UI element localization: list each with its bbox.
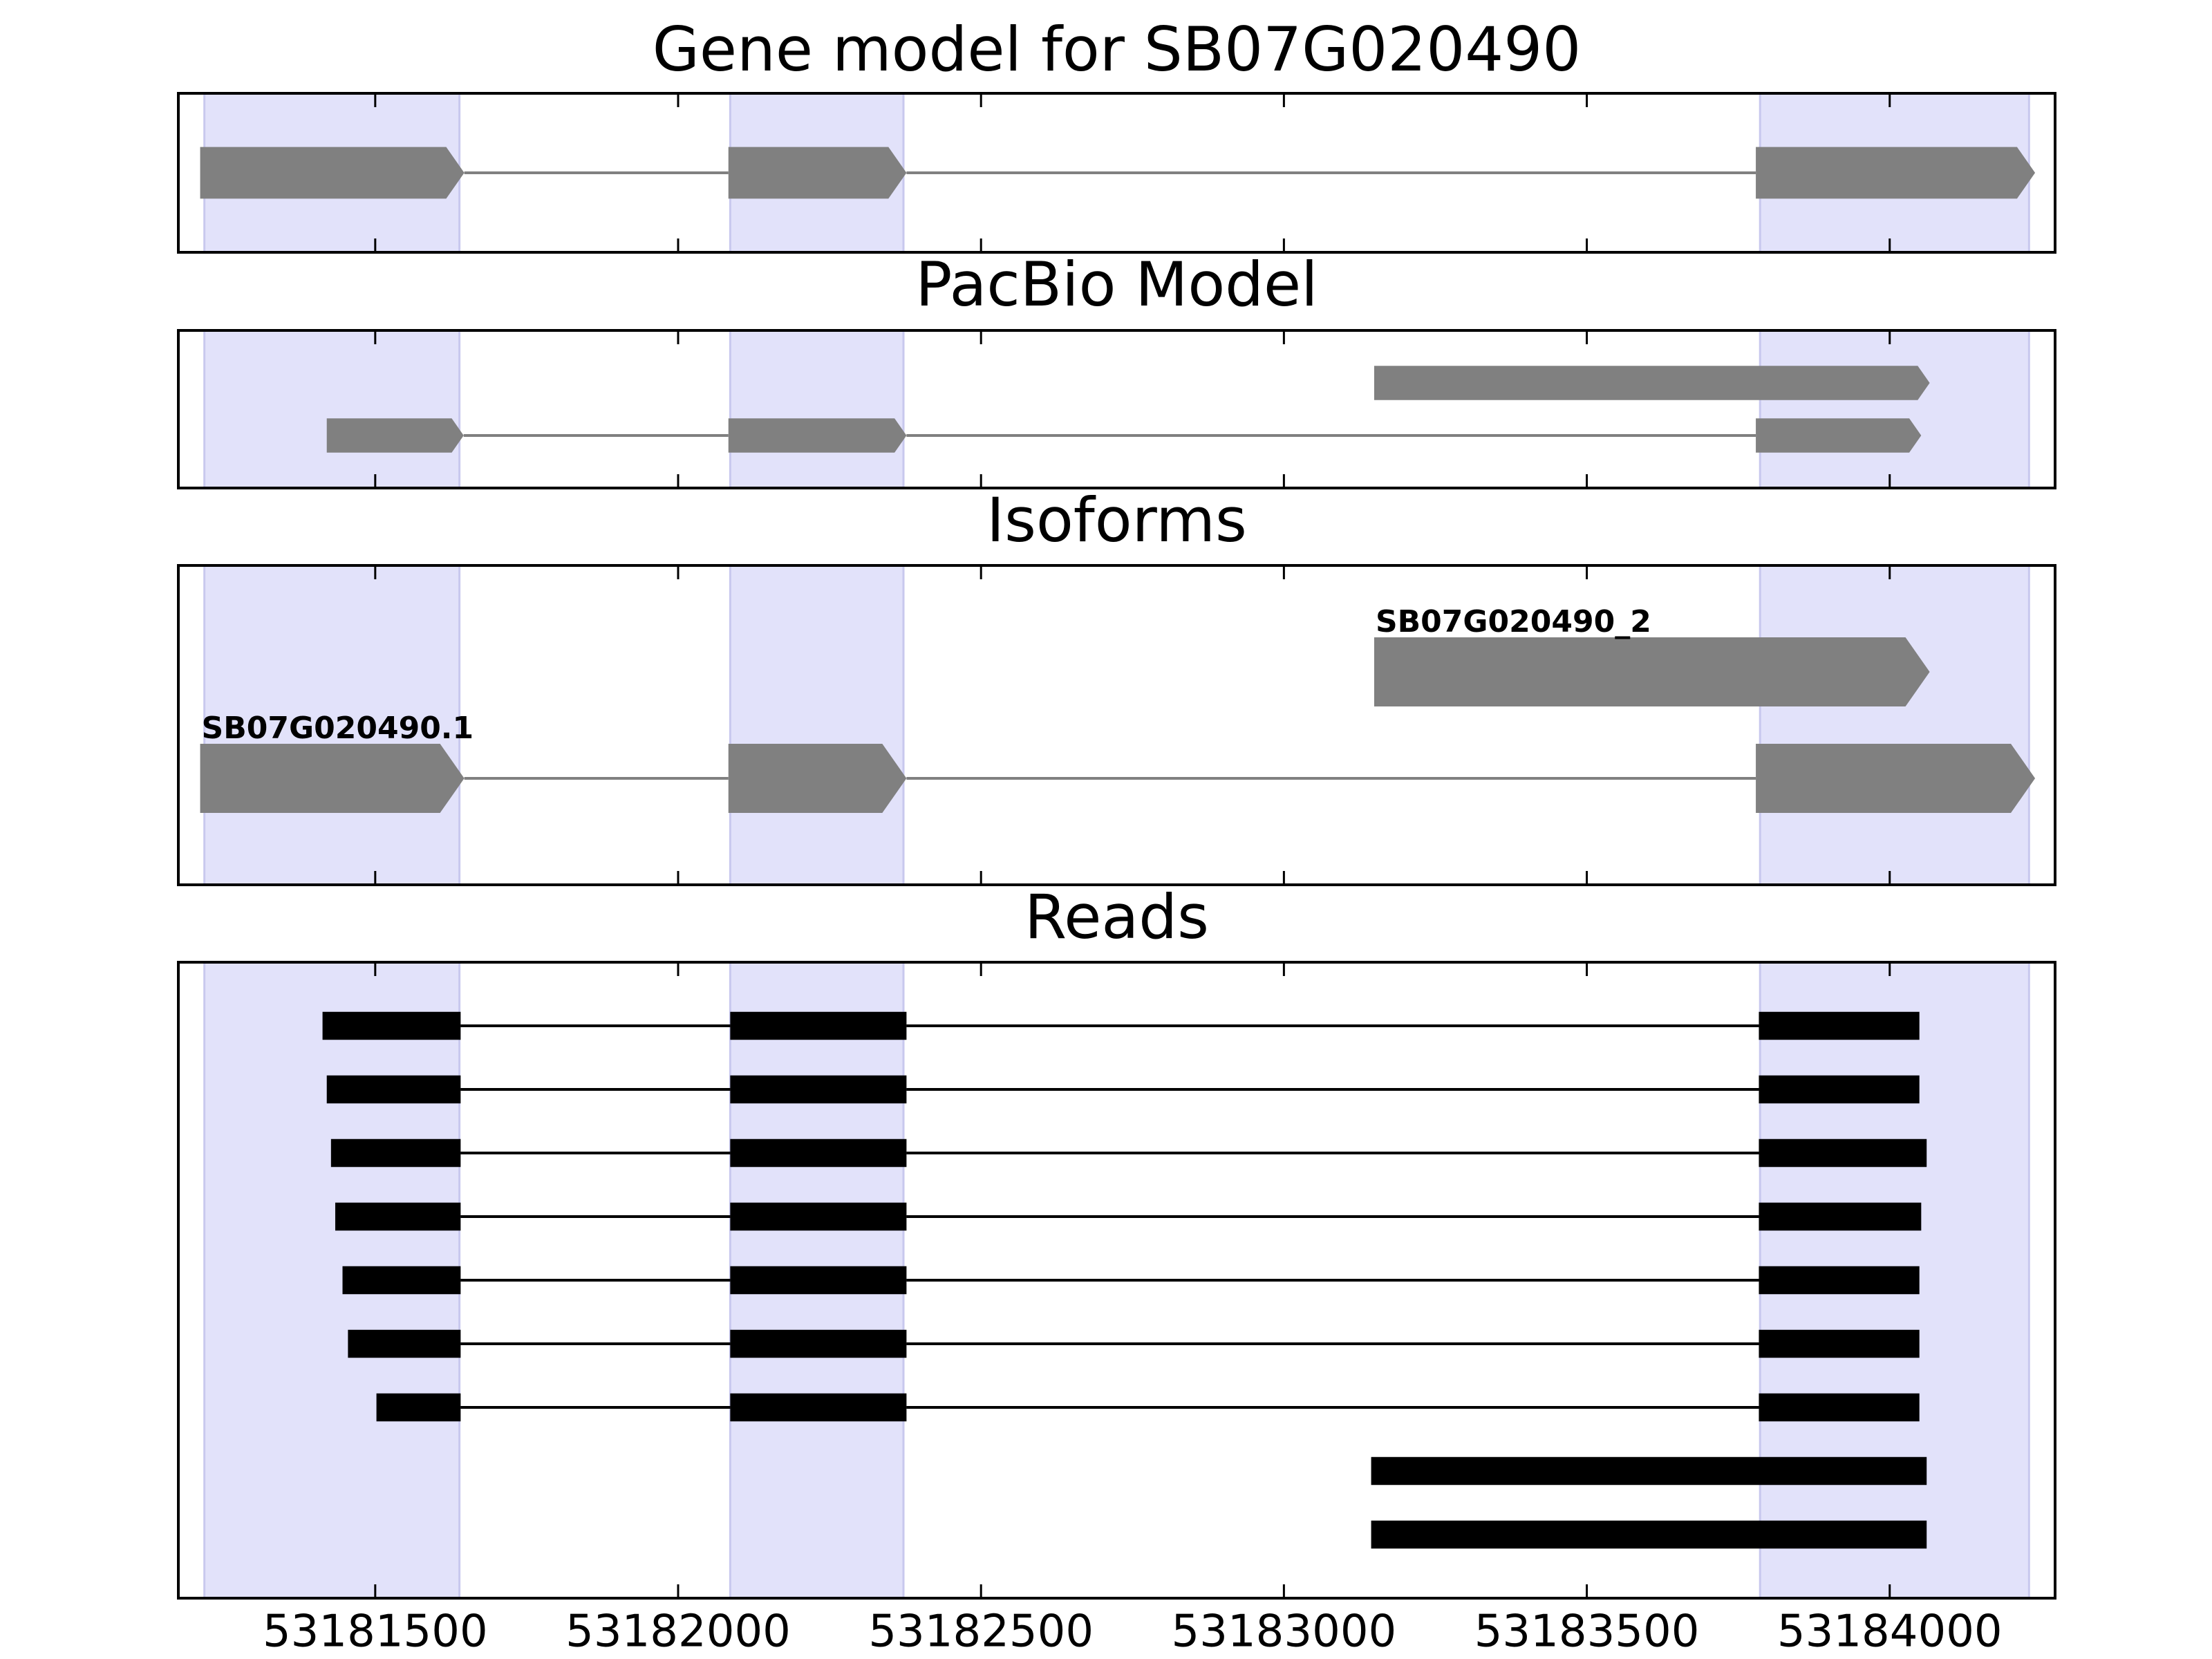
- axes-frame: [177, 961, 2056, 1600]
- panel-title: PacBio Model: [915, 249, 1318, 320]
- read-exon: [1759, 1266, 1920, 1295]
- highlight: [203, 329, 461, 489]
- exon: [200, 147, 465, 199]
- read-exon: [1759, 1393, 1920, 1422]
- x-tick-label: 53183000: [1172, 1606, 1397, 1658]
- read-exon: [335, 1202, 461, 1231]
- read-exon: [330, 1138, 461, 1168]
- axes-frame: [177, 564, 2056, 886]
- x-tick-label: 53181500: [263, 1606, 488, 1658]
- read-exon: [348, 1329, 461, 1358]
- exon: [1374, 637, 1930, 707]
- read-exon: [730, 1011, 907, 1040]
- read-exon: [342, 1266, 461, 1295]
- read-exon: [376, 1393, 461, 1422]
- exon: [728, 147, 907, 199]
- exon: [1756, 418, 1922, 453]
- read-exon: [730, 1138, 907, 1168]
- read-exon: [1371, 1456, 1927, 1485]
- read-exon: [730, 1266, 907, 1295]
- read-exon: [730, 1202, 907, 1231]
- exon: [728, 418, 907, 453]
- highlight: [1759, 329, 2030, 489]
- read-exon: [1759, 1138, 1927, 1168]
- x-tick-label: 53183500: [1474, 1606, 1700, 1658]
- isoform-label: SB07G020490.1: [202, 711, 474, 746]
- panel-title: Isoforms: [986, 485, 1247, 556]
- x-tick-label: 53184000: [1777, 1606, 2003, 1658]
- axes-frame: [177, 92, 2056, 254]
- highlight: [203, 564, 461, 886]
- read-exon: [730, 1329, 907, 1358]
- exon: [200, 743, 465, 814]
- exon: [1756, 743, 2036, 814]
- panel-title: Gene model for SB07G020490: [653, 14, 1582, 85]
- read-exon: [1759, 1011, 1920, 1040]
- highlight: [729, 329, 905, 489]
- read-exon: [1759, 1075, 1920, 1104]
- exon: [1374, 366, 1930, 400]
- read-exon: [730, 1393, 907, 1422]
- x-tick-label: 53182500: [868, 1606, 1094, 1658]
- x-tick-label: 53182000: [565, 1606, 791, 1658]
- exon: [326, 418, 464, 453]
- read-exon: [1371, 1520, 1927, 1549]
- exon: [728, 743, 907, 814]
- highlight: [1759, 564, 2030, 886]
- highlight: [729, 564, 905, 886]
- read-exon: [322, 1011, 461, 1040]
- read-exon: [730, 1075, 907, 1104]
- panel-title: Reads: [1024, 881, 1209, 953]
- read-exon: [1759, 1202, 1922, 1231]
- read-exon: [326, 1075, 461, 1104]
- read-exon: [1759, 1329, 1920, 1358]
- axes-frame: [177, 329, 2056, 489]
- isoform-label: SB07G020490_2: [1376, 604, 1651, 639]
- exon: [1756, 147, 2036, 199]
